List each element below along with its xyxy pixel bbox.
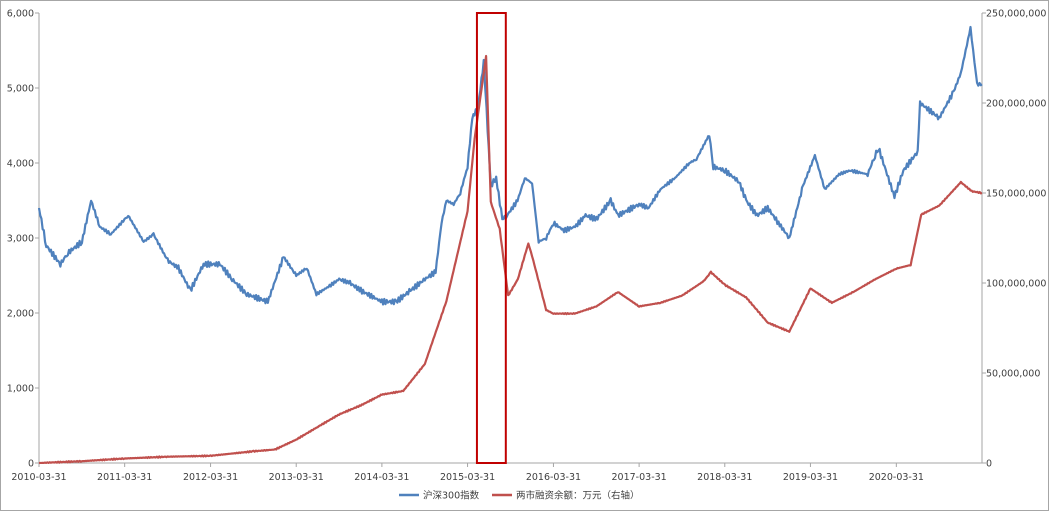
left-y-tick-label: 2,000 — [7, 309, 34, 320]
left-y-tick-label: 4,000 — [7, 159, 34, 170]
x-tick-label: 2020-03-31 — [869, 472, 924, 483]
x-tick-label: 2014-03-31 — [354, 472, 409, 483]
left-y-tick-label: 3,000 — [7, 234, 34, 245]
left-y-tick-label: 0 — [28, 459, 34, 470]
right-y-tick-label: 0 — [986, 459, 992, 470]
series-line-0 — [37, 25, 983, 306]
right-y-tick-label: 150,000,000 — [986, 189, 1046, 200]
left-y-tick-label: 1,000 — [7, 384, 34, 395]
x-tick-label: 2017-03-31 — [612, 472, 667, 483]
right-y-tick-label: 50,000,000 — [986, 369, 1040, 380]
legend-label-0: 沪深300指数 — [423, 490, 480, 502]
left-y-tick-label: 5,000 — [7, 84, 34, 95]
right-y-tick-label: 200,000,000 — [986, 99, 1046, 110]
tick-labels: 0 1,000 2,000 3,000 4,000 5,000 6,000 0 50,000,0… — [7, 9, 1047, 484]
x-tick-label: 2016-03-31 — [526, 472, 581, 483]
x-tick-label: 2018-03-31 — [697, 472, 752, 483]
left-y-tick-label: 6,000 — [7, 9, 34, 20]
annotation-layer — [475, 12, 507, 464]
x-tick-label: 2015-03-31 — [440, 472, 495, 483]
x-tick-label: 2010-03-31 — [11, 472, 66, 483]
x-tick-label: 2019-03-31 — [783, 472, 838, 483]
x-tick-label: 2013-03-31 — [269, 472, 324, 483]
axes-layer — [38, 13, 983, 464]
right-y-tick-label: 250,000,000 — [986, 9, 1046, 20]
series-line-1 — [38, 54, 983, 465]
highlight-box — [475, 12, 507, 464]
x-tick-label: 2011-03-31 — [97, 472, 152, 483]
series-layer — [37, 25, 983, 465]
x-tick-label: 2012-03-31 — [183, 472, 238, 483]
legend-label-1: 两市融资余额：万元（右轴） — [516, 490, 640, 502]
right-y-tick-label: 100,000,000 — [986, 279, 1046, 290]
legend: 沪深300指数 两市融资余额：万元（右轴） — [399, 490, 640, 502]
